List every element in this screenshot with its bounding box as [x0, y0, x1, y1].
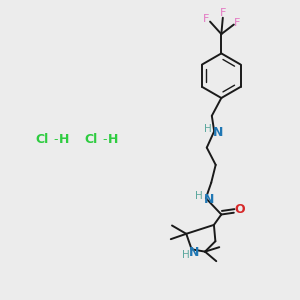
Text: H: H — [182, 250, 190, 260]
Text: O: O — [234, 202, 245, 216]
Text: N: N — [213, 126, 223, 139]
Text: Cl: Cl — [84, 133, 97, 146]
Text: H: H — [108, 133, 118, 146]
Text: F: F — [203, 14, 210, 24]
Text: -: - — [102, 133, 107, 146]
Text: H: H — [204, 124, 212, 134]
Text: -: - — [53, 133, 58, 146]
Text: F: F — [234, 18, 241, 28]
Text: F: F — [220, 8, 226, 18]
Text: N: N — [204, 193, 214, 206]
Text: Cl: Cl — [35, 133, 48, 146]
Text: H: H — [196, 191, 203, 201]
Text: N: N — [189, 246, 199, 259]
Text: H: H — [59, 133, 70, 146]
